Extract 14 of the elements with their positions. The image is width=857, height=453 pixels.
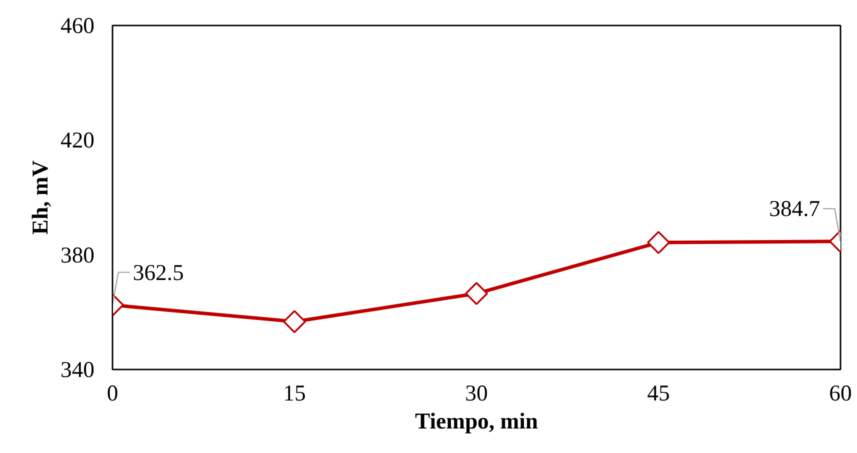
y-tick-label: 420 (60, 128, 94, 153)
x-axis-title: Tiempo, min (415, 408, 538, 434)
y-tick-label: 460 (60, 13, 94, 38)
data-label: 384.7 (769, 196, 820, 222)
x-tick-label: 30 (465, 380, 488, 406)
data-label: 362.5 (132, 260, 184, 285)
y-tick-label: 380 (60, 242, 94, 268)
y-tick-label: 340 (60, 357, 94, 382)
x-tick-label: 45 (647, 380, 670, 406)
y-axis-title: Eh, mV (28, 160, 53, 235)
x-tick-label: 0 (106, 380, 118, 406)
point (464, 282, 488, 306)
x-tick-label: 15 (283, 380, 306, 406)
x-tick-label: 60 (829, 380, 852, 406)
